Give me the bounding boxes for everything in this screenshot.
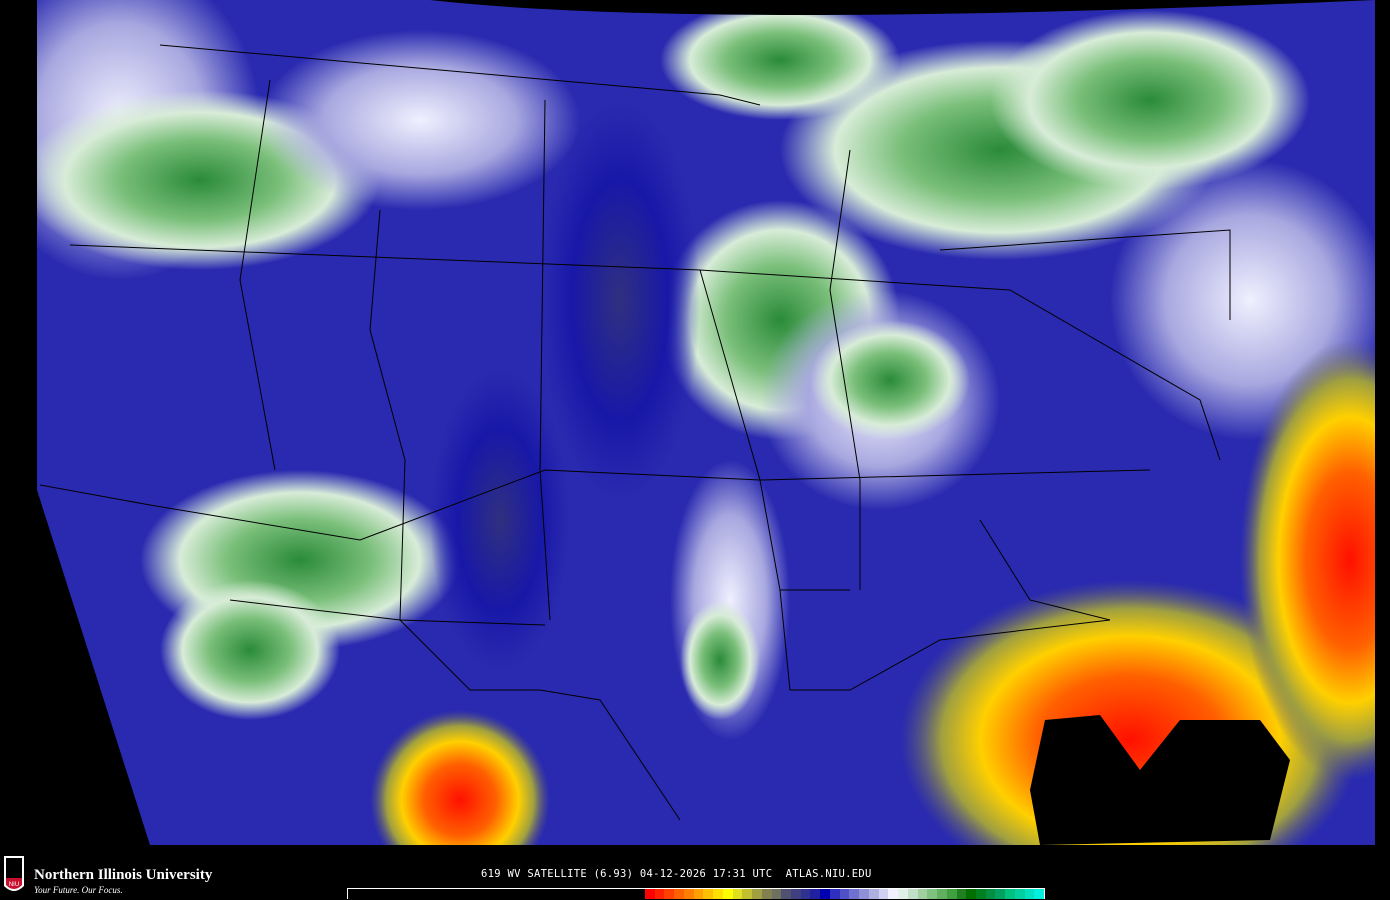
colorbar-segment [654,889,665,899]
colorbar-segment [732,889,743,899]
colorbar-segment [975,889,986,899]
colorbar-segment [966,889,976,899]
colorbar-segment [781,889,792,899]
niu-shield-icon: NIU [4,856,24,891]
colorbar-segment [761,889,772,899]
colorbar-segment [859,889,869,899]
colorbar-segment [907,889,918,899]
niu-logo[interactable]: NIU Northern Illinois University Your Fu… [2,854,242,898]
colorbar-segment [995,889,1006,899]
colorbar-segment [937,889,947,899]
colorbar-segment [946,889,957,899]
colorbar-segment [645,889,655,899]
colorbar-segment [1024,889,1035,899]
colorbar-segment [927,889,938,899]
colorbar-segment [849,889,860,899]
colorbar-segment [985,889,996,899]
colorbar-segment [703,889,714,899]
colorbar-segment [664,889,675,899]
colorbar-segment [839,889,850,899]
image-caption: 619 WV SATELLITE (6.93) 04-12-2026 17:31… [481,868,872,880]
colorbar-segment [674,889,684,899]
colorbar-segment [791,889,801,899]
university-tagline: Your Future. Our Focus. [34,885,123,895]
colorbar-segment [888,889,899,899]
colorbar-segment [917,889,928,899]
colorbar-segment [820,889,830,899]
colorbar-segment [722,889,733,899]
colorbar-segment [752,889,762,899]
colorbar-segment [683,889,694,899]
colorbar-segment [1034,889,1045,899]
footer-bar: NIU Northern Illinois University Your Fu… [0,848,1390,900]
svg-text:NIU: NIU [9,882,19,888]
colorbar-segment [1005,889,1015,899]
water-vapor-satellite-map [37,0,1375,845]
colorbar-segment [810,889,821,899]
colorbar-segment [898,889,908,899]
colorbar-segment [1014,889,1025,899]
colorbar-segment [868,889,879,899]
color-scale-bar [347,888,1045,899]
colorbar-segment [829,889,840,899]
colorbar-segment [878,889,889,899]
colorbar-segment [771,889,782,899]
gulf-black-region [1030,715,1290,845]
colorbar-segment [742,889,753,899]
state-boundaries [39,44,1231,821]
colorbar-segment [713,889,723,899]
colorbar-blank [348,889,645,899]
colorbar-segment [800,889,811,899]
colorbar-segment [693,889,704,899]
satellite-imagery [37,0,1375,845]
university-name: Northern Illinois University [34,867,213,883]
colorbar-segment [956,889,967,899]
